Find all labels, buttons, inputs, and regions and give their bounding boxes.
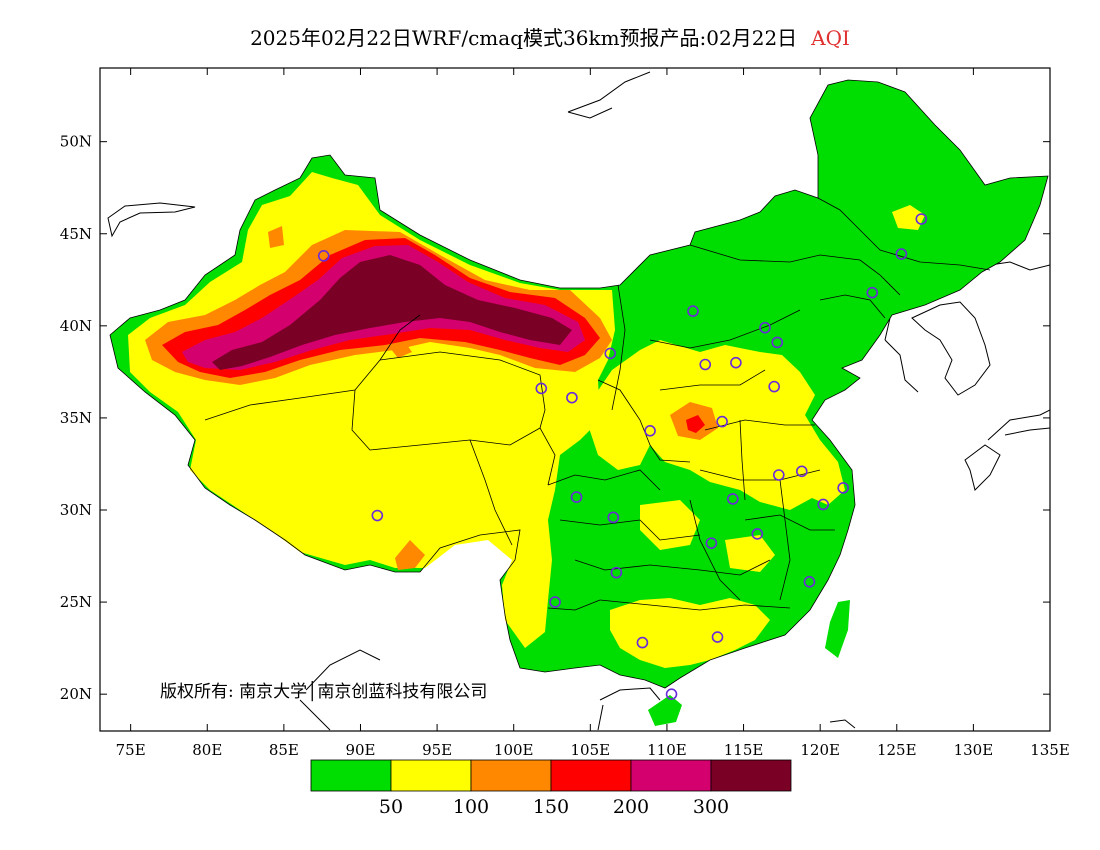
aqi-field-orange-tibet <box>395 540 425 570</box>
city-marker <box>566 391 578 404</box>
colorbar-swatch <box>630 759 712 792</box>
aqi-field-green-taiwan <box>825 600 850 658</box>
city-marker <box>759 321 771 334</box>
lat-axis: 50N 45N 40N 35N 30N 25N 20N <box>60 133 1050 703</box>
city-marker <box>535 382 548 395</box>
city-marker <box>665 688 678 700</box>
colorbar-label: 150 <box>533 796 569 818</box>
city-marker <box>772 469 785 481</box>
colorbar-label: 50 <box>379 796 403 818</box>
lon-tick-label: 100E <box>494 741 534 759</box>
lat-tick-label: 40N <box>60 317 92 335</box>
map-frame <box>99 67 1051 732</box>
title-main: 2025年02月22日WRF/cmaq模式36km预报产品:02月22日 <box>250 26 798 50</box>
city-marker <box>730 356 742 369</box>
lon-tick-label: 115E <box>724 741 764 759</box>
city-marker <box>687 305 699 317</box>
city-marker <box>803 576 816 588</box>
city-marker <box>866 286 879 299</box>
city-marker <box>699 358 712 371</box>
map-area <box>107 71 1050 731</box>
lat-tick-label: 25N <box>60 593 92 611</box>
colorbar-swatch <box>310 759 392 792</box>
city-marker <box>570 491 583 503</box>
lon-tick-label: 120E <box>800 741 840 759</box>
lat-tick-label: 30N <box>60 501 92 519</box>
lat-tick-label: 35N <box>60 409 92 427</box>
colorbar-label: 200 <box>613 796 649 818</box>
lon-axis: 75E 80E 85E 90E 95E 100E 105E 110E 115E 120E 125E 1… <box>116 68 1070 759</box>
lon-tick-label: 80E <box>192 741 222 759</box>
lat-tick-label: 45N <box>60 225 92 243</box>
lon-tick-label: 85E <box>269 741 299 759</box>
lat-tick-label: 50N <box>60 133 92 151</box>
city-marker <box>711 631 724 643</box>
lon-tick-label: 95E <box>422 741 452 759</box>
aqi-field-yellow-patch2 <box>725 535 775 572</box>
colorbar-swatch <box>390 759 472 792</box>
lon-tick-label: 105E <box>571 741 611 759</box>
city-marker <box>607 511 620 524</box>
lon-tick-label: 90E <box>345 741 375 759</box>
city-marker <box>751 528 764 540</box>
aqi-field-green-hainan <box>648 695 682 726</box>
city-marker <box>727 493 739 505</box>
lon-tick-label: 75E <box>116 741 146 759</box>
aqi-field-yellow-patch1 <box>640 500 700 550</box>
city-marker <box>636 636 649 649</box>
aqi-fields <box>110 80 1048 726</box>
city-marker <box>915 213 928 225</box>
copyright-text: 版权所有: 南京大学│南京创蓝科技有限公司 <box>160 681 487 702</box>
city-marker <box>768 380 780 393</box>
city-marker <box>549 596 561 608</box>
aqi-field-red-henan <box>686 415 705 433</box>
city-marker <box>895 248 908 260</box>
lon-tick-label: 130E <box>954 741 994 759</box>
coastlines <box>107 71 1050 731</box>
city-marker <box>837 482 849 494</box>
colorbar-swatch <box>710 759 792 792</box>
aqi-field-yellow-south <box>610 598 770 668</box>
city-marker <box>771 336 784 349</box>
title-variable: AQI <box>811 26 850 50</box>
colorbar: 50 100 150 200 300 <box>310 759 792 818</box>
map-title: 2025年02月22日WRF/cmaq模式36km预报产品:02月22日 AQI <box>0 22 1100 51</box>
lat-tick-label: 20N <box>60 685 92 703</box>
lon-tick-label: 125E <box>877 741 917 759</box>
city-marker <box>317 250 330 262</box>
city-markers <box>317 213 928 700</box>
city-marker <box>604 347 617 360</box>
city-marker <box>371 509 384 522</box>
colorbar-label: 300 <box>693 796 729 818</box>
lon-tick-label: 110E <box>647 741 687 759</box>
city-marker <box>644 425 656 437</box>
city-marker <box>817 498 830 511</box>
lon-tick-label: 135E <box>1030 741 1070 759</box>
city-marker <box>716 415 728 428</box>
city-marker <box>610 566 623 579</box>
city-marker <box>795 465 808 478</box>
colorbar-swatch <box>550 759 632 792</box>
aqi-field-yellow-ne <box>892 205 925 230</box>
colorbar-label: 100 <box>453 796 489 818</box>
aqi-field-orange-spot2 <box>390 342 412 358</box>
city-marker <box>705 537 718 549</box>
aqi-field-orange-spot1 <box>268 226 284 248</box>
aqi-field-maroon <box>212 255 572 370</box>
colorbar-swatch <box>470 759 552 792</box>
